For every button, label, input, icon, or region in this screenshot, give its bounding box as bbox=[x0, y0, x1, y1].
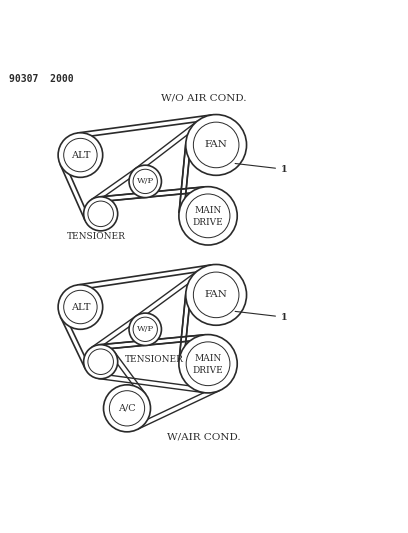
Circle shape bbox=[84, 345, 118, 379]
Text: W/P: W/P bbox=[137, 325, 154, 333]
Circle shape bbox=[58, 285, 103, 329]
Circle shape bbox=[179, 187, 237, 245]
Text: ALT: ALT bbox=[71, 303, 90, 311]
Text: 1: 1 bbox=[235, 164, 288, 174]
Text: DRIVE: DRIVE bbox=[193, 366, 224, 375]
Text: W/O AIR COND.: W/O AIR COND. bbox=[161, 94, 247, 103]
Text: TENSIONER: TENSIONER bbox=[125, 355, 184, 364]
Text: TENSIONER: TENSIONER bbox=[67, 232, 126, 240]
Text: 1: 1 bbox=[235, 311, 288, 321]
Circle shape bbox=[179, 335, 237, 393]
Circle shape bbox=[186, 264, 246, 325]
Circle shape bbox=[104, 385, 151, 432]
Text: FAN: FAN bbox=[205, 140, 228, 149]
Text: W/AIR COND.: W/AIR COND. bbox=[167, 432, 241, 441]
Text: 90307  2000: 90307 2000 bbox=[9, 74, 74, 84]
Text: W/P: W/P bbox=[137, 177, 154, 185]
Circle shape bbox=[129, 165, 162, 198]
Circle shape bbox=[186, 115, 246, 175]
Text: FAN: FAN bbox=[205, 290, 228, 300]
Text: ALT: ALT bbox=[71, 150, 90, 159]
Circle shape bbox=[84, 197, 118, 231]
Text: MAIN: MAIN bbox=[195, 354, 222, 363]
Circle shape bbox=[58, 133, 103, 177]
Circle shape bbox=[129, 313, 162, 345]
Text: DRIVE: DRIVE bbox=[193, 218, 224, 227]
Text: MAIN: MAIN bbox=[195, 206, 222, 215]
Text: A/C: A/C bbox=[118, 404, 136, 413]
